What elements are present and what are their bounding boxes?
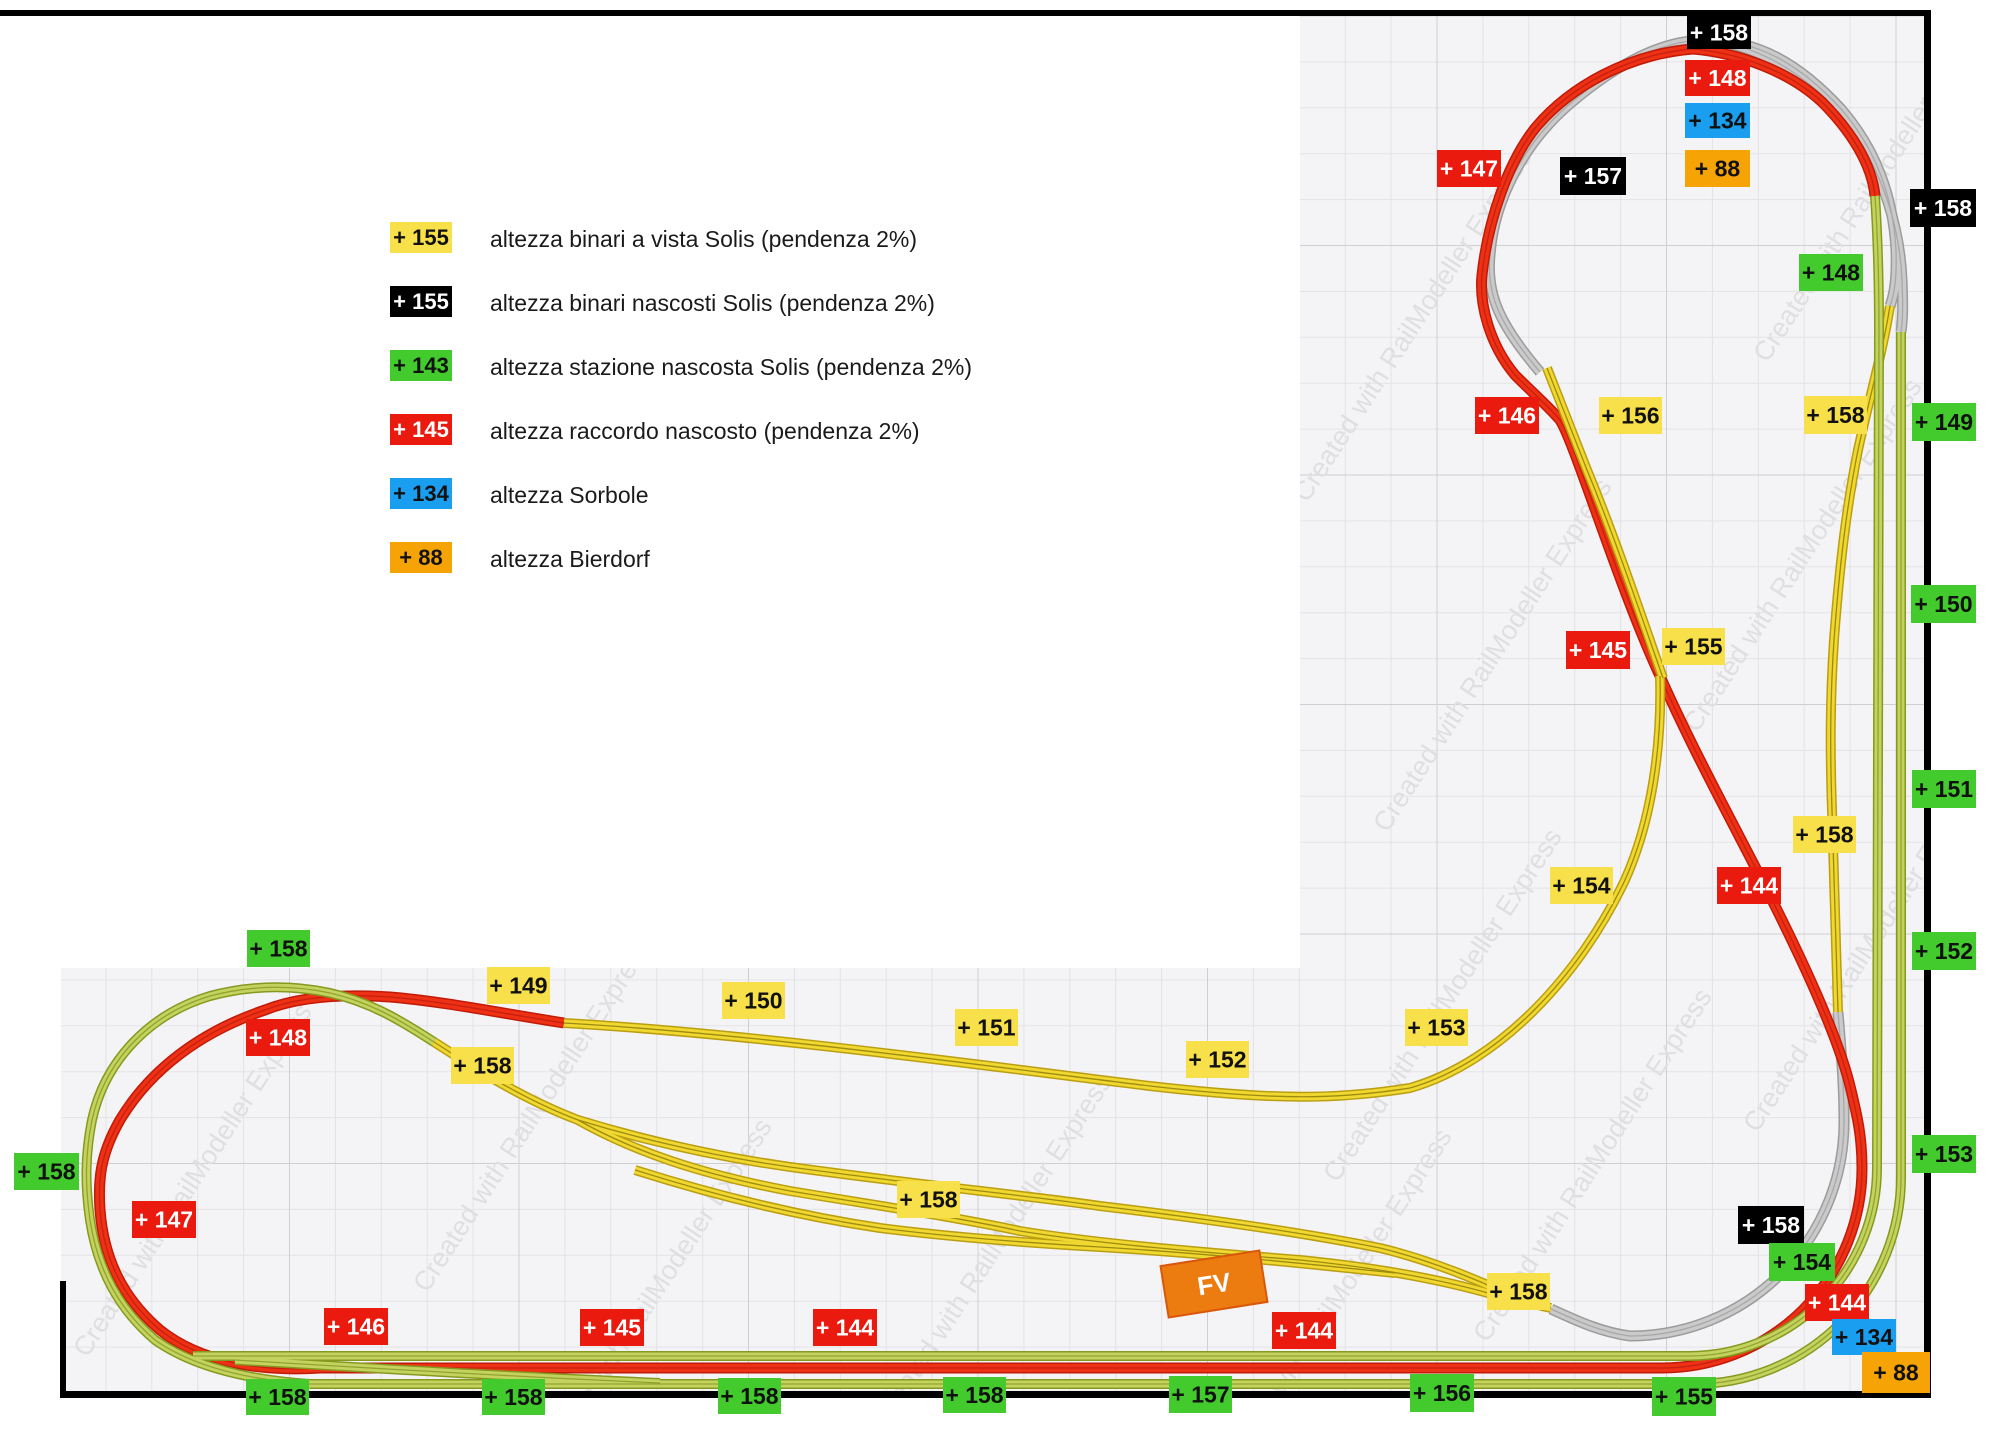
- svg-text:+ 158: + 158: [1742, 1212, 1800, 1238]
- svg-text:+ 157: + 157: [1564, 163, 1622, 189]
- svg-text:+ 152: + 152: [1915, 938, 1973, 964]
- svg-text:+ 158: + 158: [945, 1382, 1003, 1408]
- svg-text:+ 155: + 155: [1664, 634, 1722, 660]
- svg-text:+ 143: + 143: [393, 353, 449, 378]
- svg-text:+ 148: + 148: [249, 1025, 307, 1051]
- svg-text:+ 155: + 155: [393, 225, 449, 250]
- svg-text:altezza binari a vista Solis (: altezza binari a vista Solis (pendenza 2…: [490, 226, 917, 252]
- svg-text:+ 144: + 144: [1275, 1318, 1333, 1344]
- svg-text:+ 158: + 158: [17, 1159, 75, 1185]
- svg-text:+ 158: + 158: [899, 1187, 957, 1213]
- svg-text:+ 146: + 146: [327, 1314, 385, 1340]
- svg-text:altezza raccordo nascosto (pen: altezza raccordo nascosto (pendenza 2%): [490, 418, 920, 444]
- svg-text:+ 145: + 145: [393, 417, 449, 442]
- svg-text:+ 149: + 149: [489, 973, 547, 999]
- svg-text:+ 158: + 158: [1806, 402, 1864, 428]
- svg-text:+ 145: + 145: [583, 1315, 641, 1341]
- svg-text:+ 158: + 158: [1795, 822, 1853, 848]
- svg-text:+ 144: + 144: [816, 1315, 874, 1341]
- svg-text:+ 158: + 158: [720, 1383, 778, 1409]
- svg-text:+ 151: + 151: [1915, 776, 1973, 802]
- svg-text:+ 144: + 144: [1720, 873, 1778, 899]
- svg-text:altezza Sorbole: altezza Sorbole: [490, 482, 649, 508]
- svg-text:+ 151: + 151: [957, 1015, 1015, 1041]
- svg-text:+ 158: + 158: [1914, 195, 1972, 221]
- svg-text:+ 145: + 145: [1569, 637, 1627, 663]
- svg-text:+ 152: + 152: [1188, 1047, 1246, 1073]
- svg-text:+ 134: + 134: [1835, 1324, 1893, 1350]
- svg-text:+ 156: + 156: [1413, 1380, 1471, 1406]
- svg-text:+ 158: + 158: [1690, 20, 1748, 46]
- svg-text:+ 148: + 148: [1688, 65, 1746, 91]
- svg-text:+ 150: + 150: [724, 988, 782, 1014]
- svg-text:+ 150: + 150: [1914, 591, 1972, 617]
- svg-text:+ 158: + 158: [248, 1384, 306, 1410]
- svg-text:+ 154: + 154: [1552, 873, 1610, 899]
- svg-text:+ 158: + 158: [249, 936, 307, 962]
- svg-text:+ 157: + 157: [1171, 1382, 1229, 1408]
- svg-text:+ 154: + 154: [1773, 1249, 1831, 1275]
- svg-text:+ 88: + 88: [399, 545, 442, 570]
- svg-text:+ 149: + 149: [1915, 409, 1973, 435]
- svg-text:+ 155: + 155: [393, 289, 449, 314]
- svg-text:+ 88: + 88: [1873, 1360, 1919, 1386]
- svg-text:altezza binari nascosti Solis: altezza binari nascosti Solis (pendenza …: [490, 290, 935, 316]
- svg-text:+ 158: + 158: [484, 1384, 542, 1410]
- svg-text:+ 158: + 158: [1489, 1279, 1547, 1305]
- svg-text:+ 155: + 155: [1655, 1384, 1713, 1410]
- svg-text:+ 146: + 146: [1478, 403, 1536, 429]
- svg-text:+ 144: + 144: [1808, 1290, 1866, 1316]
- svg-text:+ 88: + 88: [1695, 156, 1741, 182]
- svg-text:+ 148: + 148: [1802, 260, 1860, 286]
- svg-text:altezza stazione nascosta Soli: altezza stazione nascosta Solis (pendenz…: [490, 354, 972, 380]
- svg-text:+ 134: + 134: [393, 481, 449, 506]
- svg-text:+ 156: + 156: [1601, 403, 1659, 429]
- svg-text:FV: FV: [1195, 1266, 1233, 1301]
- svg-text:+ 147: + 147: [135, 1207, 193, 1233]
- svg-text:altezza Bierdorf: altezza Bierdorf: [490, 546, 650, 572]
- svg-text:+ 147: + 147: [1440, 156, 1498, 182]
- svg-text:+ 134: + 134: [1688, 108, 1746, 134]
- svg-text:+ 153: + 153: [1407, 1015, 1465, 1041]
- svg-text:+ 153: + 153: [1915, 1141, 1973, 1167]
- svg-text:+ 158: + 158: [453, 1053, 511, 1079]
